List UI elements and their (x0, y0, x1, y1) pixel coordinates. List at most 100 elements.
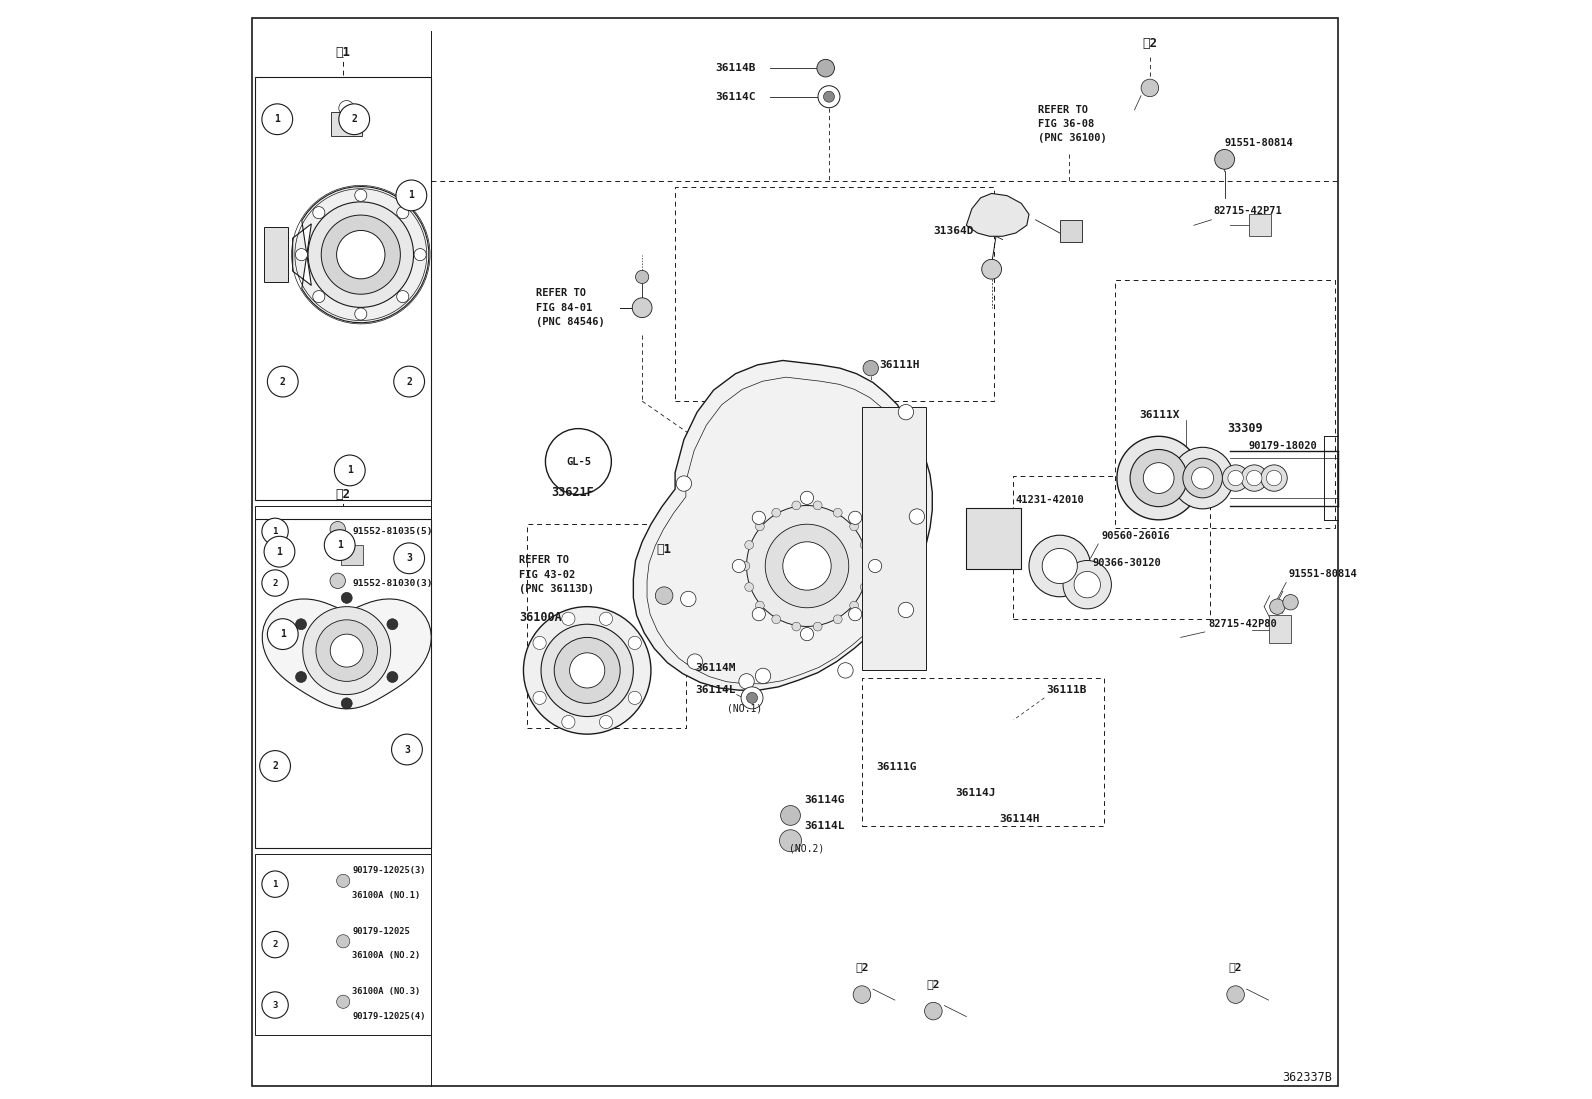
Bar (1060, 220, 1081, 242)
Circle shape (982, 259, 1001, 279)
Circle shape (783, 542, 831, 590)
Text: 90366-30120: 90366-30120 (1092, 557, 1162, 568)
Circle shape (1261, 465, 1288, 491)
Circle shape (732, 559, 745, 573)
Circle shape (263, 932, 288, 957)
Text: 2: 2 (272, 578, 277, 588)
Circle shape (814, 622, 821, 631)
Circle shape (322, 215, 400, 295)
Text: 90179-12025(3): 90179-12025(3) (352, 866, 425, 876)
Text: FIG 36-08: FIG 36-08 (1038, 119, 1094, 130)
Text: 90179-12025(4): 90179-12025(4) (352, 1011, 425, 1021)
Text: 36111H: 36111H (879, 359, 920, 370)
Circle shape (554, 637, 621, 703)
Circle shape (814, 501, 821, 510)
Text: 82715-42P71: 82715-42P71 (1213, 206, 1283, 217)
Polygon shape (634, 360, 933, 690)
Circle shape (570, 653, 605, 688)
Circle shape (747, 506, 868, 626)
Circle shape (1270, 599, 1285, 614)
Circle shape (677, 476, 691, 491)
Circle shape (739, 674, 755, 689)
Text: 91551-80814: 91551-80814 (1288, 568, 1356, 579)
Circle shape (780, 806, 801, 825)
Circle shape (312, 290, 325, 302)
Circle shape (863, 360, 879, 376)
Circle shape (898, 404, 914, 420)
Bar (675, 187, 993, 401)
Circle shape (302, 607, 390, 695)
Text: 2: 2 (272, 761, 279, 771)
Circle shape (1223, 465, 1248, 491)
Circle shape (387, 671, 398, 682)
Circle shape (562, 612, 575, 625)
Bar (341, 545, 363, 565)
Circle shape (1118, 436, 1200, 520)
Circle shape (336, 875, 350, 888)
Circle shape (396, 207, 409, 219)
Text: 1: 1 (272, 526, 277, 536)
Circle shape (339, 104, 369, 134)
Bar (966, 508, 1022, 569)
Text: 1: 1 (274, 114, 280, 124)
Circle shape (296, 671, 307, 682)
Circle shape (656, 587, 673, 604)
Circle shape (1192, 467, 1213, 489)
Circle shape (263, 104, 293, 134)
Circle shape (1215, 149, 1234, 169)
Text: REFER TO: REFER TO (1038, 104, 1087, 115)
Bar (1248, 214, 1270, 236)
Text: 36114B: 36114B (716, 63, 756, 74)
Circle shape (312, 207, 325, 219)
Bar (255, 506, 431, 609)
Text: 82715-42P80: 82715-42P80 (1208, 619, 1277, 630)
Circle shape (546, 429, 611, 495)
Text: (PNC 36113D): (PNC 36113D) (519, 584, 594, 595)
Circle shape (864, 562, 872, 570)
Circle shape (688, 654, 702, 669)
Bar (527, 524, 686, 728)
Circle shape (355, 308, 366, 320)
Circle shape (747, 692, 758, 703)
Text: 1: 1 (347, 466, 353, 476)
Circle shape (267, 619, 298, 650)
Circle shape (869, 559, 882, 573)
Circle shape (681, 591, 696, 607)
Bar (264, 227, 288, 282)
Circle shape (392, 734, 422, 765)
Text: 36114C: 36114C (716, 91, 756, 102)
Circle shape (541, 624, 634, 717)
Bar (255, 519, 431, 848)
Text: 2: 2 (280, 377, 285, 387)
Text: 36100A: 36100A (519, 611, 562, 624)
Circle shape (307, 202, 414, 308)
Circle shape (315, 620, 377, 681)
Circle shape (1266, 470, 1282, 486)
Text: GL-5: GL-5 (565, 456, 591, 467)
Circle shape (396, 180, 427, 211)
Circle shape (833, 614, 842, 623)
Circle shape (296, 248, 307, 260)
Circle shape (635, 270, 648, 284)
Circle shape (330, 573, 345, 588)
Circle shape (756, 522, 764, 531)
Circle shape (263, 991, 288, 1018)
Circle shape (387, 619, 398, 630)
Text: 90179-12025: 90179-12025 (352, 926, 409, 936)
Circle shape (524, 607, 651, 734)
Text: 3: 3 (272, 1000, 277, 1010)
Bar (331, 111, 361, 135)
Text: 36114G: 36114G (806, 795, 845, 806)
Circle shape (336, 934, 350, 947)
Circle shape (414, 248, 427, 260)
Circle shape (336, 996, 350, 1009)
Circle shape (334, 455, 365, 486)
Text: 36111G: 36111G (876, 762, 917, 773)
Circle shape (801, 491, 814, 504)
Circle shape (1227, 986, 1245, 1003)
Text: 36100A (NO.3): 36100A (NO.3) (352, 987, 420, 997)
Circle shape (341, 592, 352, 603)
Circle shape (263, 870, 288, 897)
Circle shape (341, 698, 352, 709)
Text: 1: 1 (272, 879, 277, 889)
